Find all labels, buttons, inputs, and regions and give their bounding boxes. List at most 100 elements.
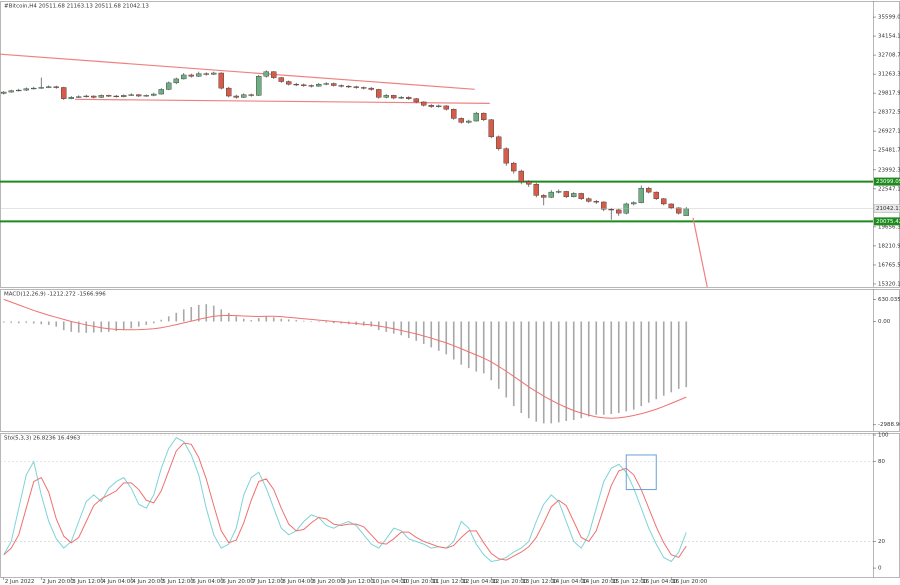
candle-body xyxy=(638,187,644,203)
candle-body xyxy=(91,95,97,98)
macd-bar xyxy=(580,321,583,419)
candle-body xyxy=(661,198,667,205)
y-tick-label: 28372.50 xyxy=(878,110,900,116)
candle-body xyxy=(188,74,194,77)
macd-bar xyxy=(85,321,88,333)
candle-body xyxy=(563,191,569,197)
macd-bar xyxy=(677,321,680,389)
macd-bar xyxy=(685,321,688,388)
macd-bar xyxy=(452,321,455,360)
macd-bar xyxy=(647,321,650,403)
y-tick-label: 29817.90 xyxy=(878,91,900,97)
x-tick-label: 11 Jun 12:00 xyxy=(432,579,467,585)
y-tick-label: 26927.10 xyxy=(878,129,900,135)
macd-bar xyxy=(272,317,275,322)
macd-bar xyxy=(145,321,148,325)
candle-body xyxy=(331,83,337,86)
macd-bar xyxy=(617,321,620,414)
candle-body xyxy=(76,96,82,98)
macd-bar xyxy=(250,320,253,322)
candle-body xyxy=(391,95,397,99)
macd-bar xyxy=(62,321,65,331)
candle-body xyxy=(16,89,22,92)
y-tick-label: 20 xyxy=(878,539,885,545)
macd-bar xyxy=(632,321,635,410)
candle-body xyxy=(151,93,157,96)
candle-body xyxy=(376,89,382,98)
macd-bar xyxy=(392,321,395,334)
y-tick-label: 32708.70 xyxy=(878,53,900,59)
panel-header: Sto(5,3,3) 26.8236 16.4963 xyxy=(4,436,81,442)
macd-bar xyxy=(467,321,470,369)
macd-bar xyxy=(2,321,5,323)
candle-body xyxy=(488,119,494,138)
macd-bar xyxy=(527,321,530,419)
macd-bar xyxy=(482,321,485,374)
candle-body xyxy=(548,191,554,198)
macd-bar xyxy=(235,316,238,322)
x-tick-label: 4 Jun 04:00 xyxy=(102,579,134,585)
trend-line xyxy=(74,98,490,104)
candle-body xyxy=(353,86,359,88)
candle-body xyxy=(31,87,37,90)
macd-bar xyxy=(137,321,140,327)
candle-body xyxy=(473,112,479,122)
macd-bar xyxy=(122,321,125,331)
macd-bar xyxy=(287,319,290,322)
candle-body xyxy=(173,78,179,84)
x-tick-label: 12 Jun 20:00 xyxy=(492,579,527,585)
macd-bar xyxy=(160,319,163,322)
highlight-box xyxy=(625,454,657,491)
macd-bar xyxy=(370,321,373,327)
candle-body xyxy=(646,187,652,193)
candle-body xyxy=(593,201,599,203)
level-label-bg xyxy=(874,217,900,226)
y-tick-label: 0 xyxy=(878,566,882,572)
candle-body xyxy=(413,98,419,103)
macd-bar xyxy=(242,318,245,322)
macd-bar xyxy=(197,304,200,322)
x-tick-label: 15 Jun 12:00 xyxy=(612,579,647,585)
x-tick-label: 6 Jun 20:00 xyxy=(222,579,254,585)
macd-bar xyxy=(520,321,523,414)
x-tick-label: 12 Jun 04:00 xyxy=(462,579,497,585)
candle-body xyxy=(556,191,562,193)
candle-body xyxy=(676,207,682,214)
candle-body xyxy=(23,88,29,91)
y-tick-label: 35599.00 xyxy=(878,15,900,21)
candle-body xyxy=(271,71,277,78)
candle-body xyxy=(586,198,592,202)
x-tick-label: 3 Jun 12:00 xyxy=(72,579,104,585)
macd-bar xyxy=(602,321,605,415)
x-tick-label: 8 Jun 20:00 xyxy=(312,579,344,585)
y-tick-label: 23992.30 xyxy=(878,167,900,173)
candle-body xyxy=(346,85,352,88)
x-tick-label: 16 Jun 04:00 xyxy=(642,579,677,585)
candle-body xyxy=(46,86,52,88)
candle-body xyxy=(368,87,374,90)
y-tick-label: 25481.70 xyxy=(878,148,900,154)
macd-bar xyxy=(175,312,178,322)
candle-body xyxy=(683,208,689,216)
candle-body xyxy=(121,95,127,97)
candle-body xyxy=(466,120,472,123)
candle-body xyxy=(248,94,254,96)
macd-bar xyxy=(152,321,155,324)
macd-bar xyxy=(640,321,643,407)
macd-bar xyxy=(655,321,658,400)
y-tick-label: 80 xyxy=(878,459,885,465)
candle-body xyxy=(361,87,367,89)
candle-body xyxy=(338,85,344,87)
candle-body xyxy=(98,95,104,98)
macd-bar xyxy=(437,321,440,351)
macd-bar xyxy=(295,320,298,322)
macd-bar xyxy=(47,321,50,325)
macd-bar xyxy=(77,321,80,333)
macd-bar xyxy=(70,321,73,332)
candle-body xyxy=(421,101,427,106)
candle-body xyxy=(226,87,232,97)
candle-body xyxy=(203,73,209,75)
macd-bar xyxy=(55,321,58,327)
y-tick-label: 34154.10 xyxy=(878,34,900,40)
